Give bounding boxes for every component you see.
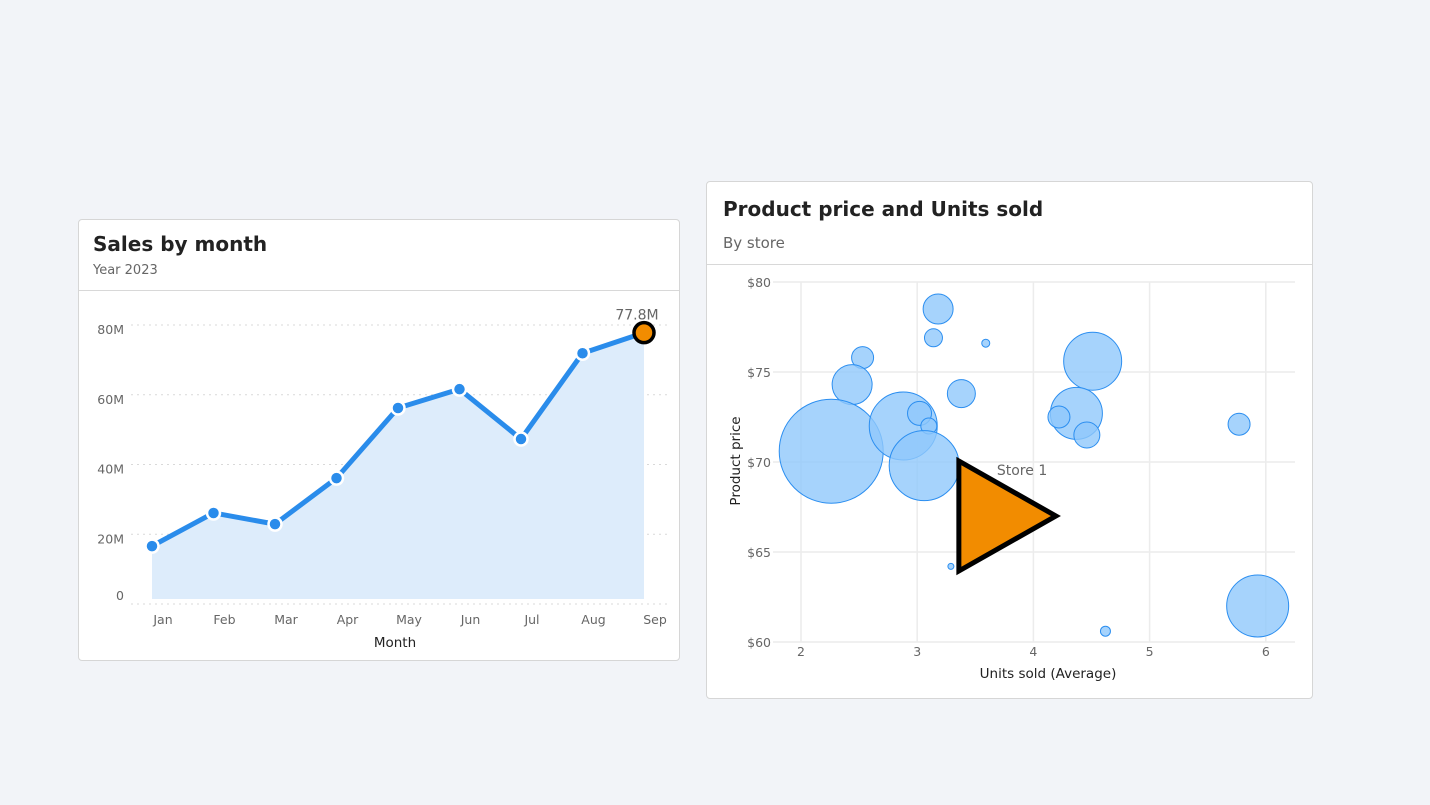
y-tick-label: 0 — [116, 588, 124, 603]
data-point — [205, 505, 222, 521]
x-tick-label: Jun — [460, 612, 481, 627]
x-tick-label: 4 — [1029, 644, 1037, 659]
x-tick-label: 5 — [1146, 644, 1154, 659]
y-tick-label: $70 — [747, 455, 771, 470]
x-tick-label: May — [396, 612, 422, 627]
card-title: Sales by month — [93, 232, 268, 256]
data-point — [451, 381, 468, 397]
bubble — [888, 430, 960, 502]
data-point — [513, 431, 529, 447]
divider — [707, 264, 1312, 265]
data-label: Store 1 — [997, 463, 1047, 479]
x-tick-label: Apr — [337, 612, 359, 627]
bubble — [1227, 412, 1251, 436]
price-bubble-chart: 2 3 4 5 6 $60 $65 $70 $75 $80 Store 1 Units sold (A… — [728, 275, 1295, 682]
sales-by-month-card: Sales by month Year 2023 0 20M 40M 60M 80M Ja… — [78, 219, 680, 661]
data-point — [144, 538, 160, 554]
bubble — [778, 398, 884, 504]
bubble — [1099, 625, 1111, 637]
card-subtitle: By store — [723, 234, 785, 252]
y-tick-label: $80 — [747, 275, 771, 290]
product-price-card: Product price and Units sold By store 2 3… — [706, 181, 1313, 699]
area-fill — [152, 332, 644, 599]
x-tick-label: Feb — [213, 612, 235, 627]
bubble — [1063, 331, 1123, 391]
data-point — [267, 516, 283, 532]
data-point — [574, 345, 591, 361]
bubble — [1047, 405, 1071, 429]
card-title: Product price and Units sold — [723, 197, 1044, 221]
x-axis-title: Month — [374, 635, 416, 651]
x-tick-label: Aug — [581, 612, 605, 627]
y-tick-label: $65 — [747, 545, 771, 560]
bubble — [1073, 421, 1101, 449]
card-subtitle: Year 2023 — [93, 263, 158, 278]
y-axis-title: Product price — [728, 416, 744, 505]
bubble — [946, 379, 976, 409]
y-tick-label: 40M — [97, 462, 124, 477]
y-tick-label: 20M — [97, 531, 124, 546]
x-tick-label: 2 — [797, 644, 805, 659]
y-tick-label: $75 — [747, 365, 771, 380]
x-tick-label: 3 — [913, 644, 921, 659]
bubble — [981, 338, 991, 348]
y-tick-label: 60M — [97, 392, 124, 407]
bubble — [947, 562, 955, 570]
x-tick-label: 6 — [1262, 644, 1270, 659]
data-point — [328, 470, 345, 486]
sales-line-chart: 0 20M 40M 60M 80M Jan Feb Mar Apr May Jun Jul Aug Sep… — [97, 308, 669, 651]
y-tick-label: 80M — [97, 322, 124, 337]
bubble — [923, 328, 943, 348]
bubble — [831, 364, 873, 406]
highlighted-point — [632, 320, 656, 345]
x-tick-label: Mar — [274, 612, 298, 627]
x-tick-label: Jul — [523, 612, 539, 627]
bubble — [922, 293, 954, 325]
data-point — [390, 400, 406, 416]
divider — [79, 290, 679, 291]
highlighted-store-marker — [956, 456, 1061, 576]
x-tick-label: Sep — [643, 612, 667, 627]
x-tick-label: Jan — [152, 612, 172, 627]
data-label: 77.8M — [615, 308, 658, 324]
y-tick-label: $60 — [747, 635, 771, 650]
bubble — [1226, 574, 1290, 638]
x-axis-title: Units sold (Average) — [980, 666, 1117, 682]
